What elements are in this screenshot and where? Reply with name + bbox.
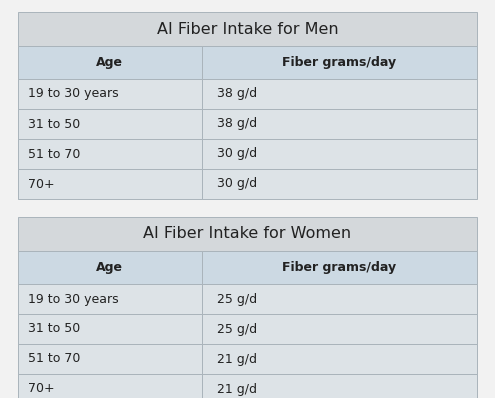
Bar [18, 217, 477, 251]
Bar [18, 284, 201, 314]
Bar [201, 284, 477, 314]
Text: 51 to 70: 51 to 70 [28, 353, 81, 365]
Text: 70+: 70+ [28, 382, 55, 396]
Bar [201, 79, 477, 109]
Bar [18, 169, 201, 199]
Text: 38 g/d: 38 g/d [217, 117, 257, 131]
Text: 21 g/d: 21 g/d [217, 382, 257, 396]
Text: 30 g/d: 30 g/d [217, 148, 257, 160]
Text: 70+: 70+ [28, 178, 55, 191]
Bar [18, 314, 201, 344]
Bar [18, 109, 201, 139]
Text: 31 to 50: 31 to 50 [28, 322, 80, 336]
Text: 21 g/d: 21 g/d [217, 353, 257, 365]
Text: Age: Age [97, 261, 123, 274]
Bar [201, 169, 477, 199]
Bar [201, 46, 477, 79]
Bar [201, 344, 477, 374]
Text: AI Fiber Intake for Men: AI Fiber Intake for Men [157, 21, 338, 37]
Text: 51 to 70: 51 to 70 [28, 148, 81, 160]
Bar [18, 79, 201, 109]
Text: 30 g/d: 30 g/d [217, 178, 257, 191]
Text: 19 to 30 years: 19 to 30 years [28, 88, 119, 101]
Bar [18, 374, 201, 398]
Text: 25 g/d: 25 g/d [217, 293, 257, 306]
Bar [201, 251, 477, 284]
Bar [201, 314, 477, 344]
Text: 19 to 30 years: 19 to 30 years [28, 293, 119, 306]
Text: 25 g/d: 25 g/d [217, 322, 257, 336]
Bar [201, 374, 477, 398]
Bar [18, 344, 201, 374]
Text: Age: Age [97, 56, 123, 69]
Bar [18, 46, 201, 79]
Bar [201, 109, 477, 139]
Bar [18, 139, 201, 169]
Text: 31 to 50: 31 to 50 [28, 117, 80, 131]
Text: 38 g/d: 38 g/d [217, 88, 257, 101]
Bar [18, 251, 201, 284]
Text: Fiber grams/day: Fiber grams/day [282, 261, 396, 274]
Bar [201, 139, 477, 169]
Text: AI Fiber Intake for Women: AI Fiber Intake for Women [144, 226, 351, 242]
Bar [18, 12, 477, 46]
Text: Fiber grams/day: Fiber grams/day [282, 56, 396, 69]
